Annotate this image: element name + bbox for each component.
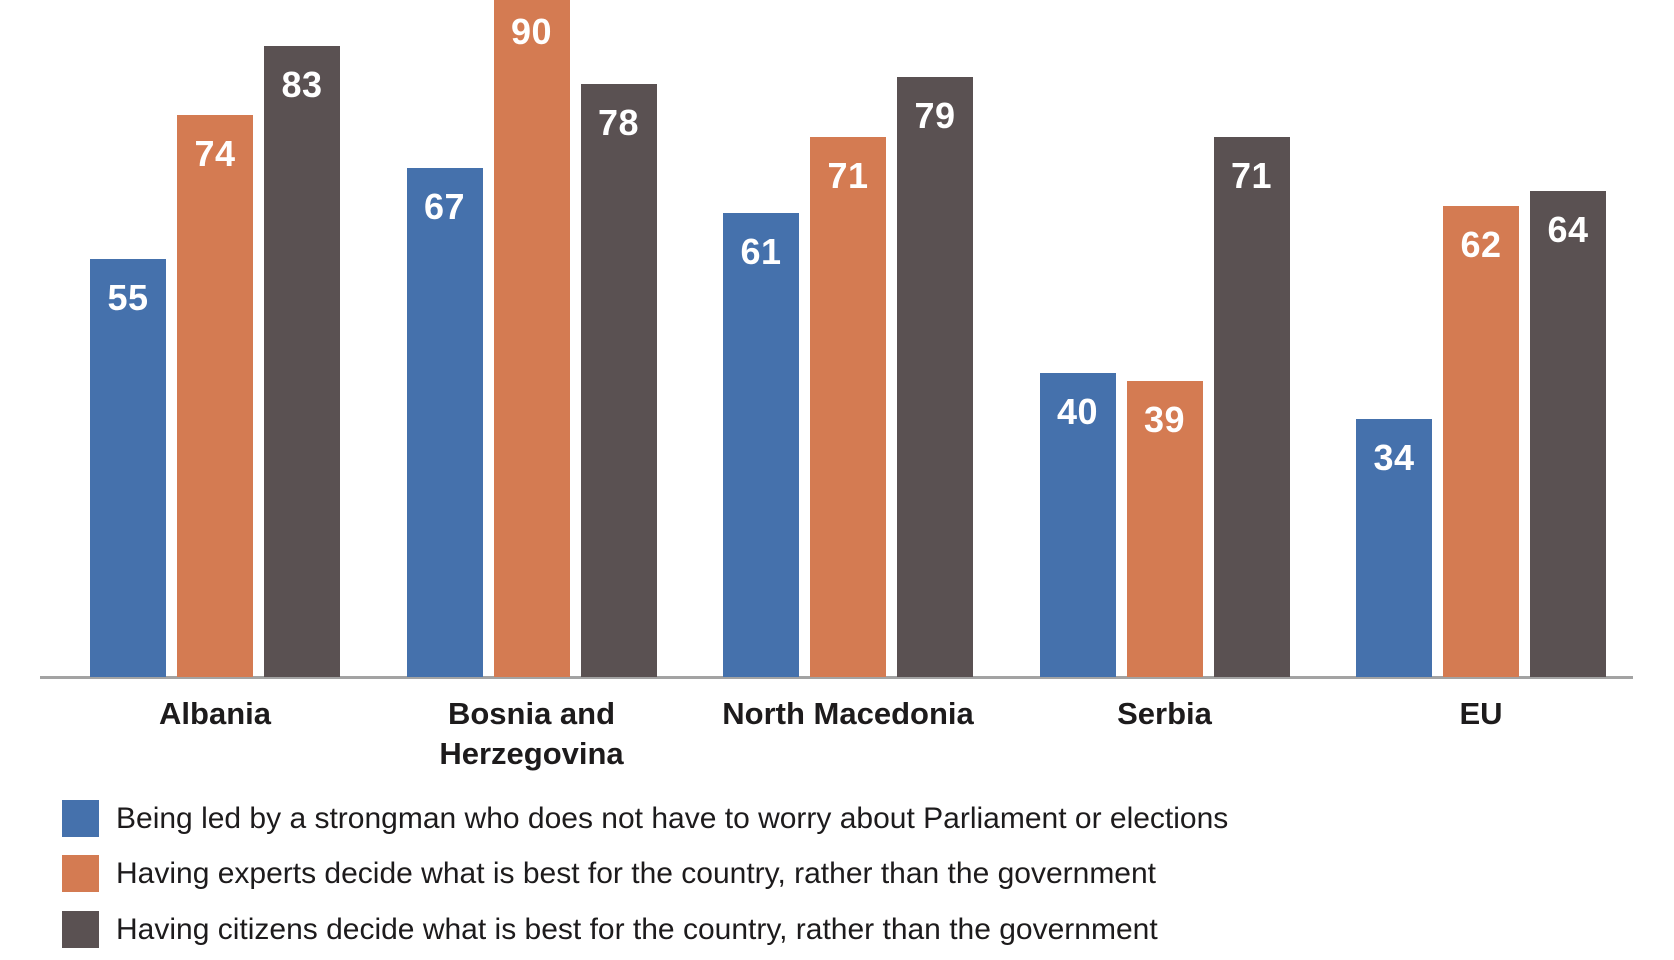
category-label-serbia: Serbia	[1117, 696, 1212, 731]
bar-value-label: 34	[1373, 436, 1415, 478]
bar-bosnia-and-herzegovina-series-2: 90	[493, 0, 570, 677]
bar-eu-series-1: 34	[1356, 418, 1432, 677]
bar-group-albania: 55 74 83	[90, 46, 340, 677]
bar-value-label: 78	[597, 102, 640, 144]
legend-swatch-icon	[62, 800, 99, 837]
bar-serbia-series-3: 71	[1213, 137, 1290, 677]
legend-swatch-icon	[62, 911, 99, 948]
bar-north-macedonia-series-3: 79	[897, 76, 973, 677]
bar-value-label: 40	[1056, 391, 1099, 432]
bar-value-label: 74	[194, 132, 236, 174]
bar-value-label: 61	[740, 231, 782, 273]
x-axis-line	[40, 676, 1633, 679]
bar-group-bosnia-and-herzegovina: 67 90 78	[406, 0, 657, 677]
category-label-eu: EU	[1459, 696, 1503, 731]
bar-group-serbia: 40 39 71	[1039, 137, 1290, 677]
bar-bosnia-and-herzegovina-series-3: 78	[580, 84, 657, 677]
bar-value-label: 90	[510, 11, 553, 52]
bar-serbia-series-1: 40	[1039, 373, 1116, 677]
bar-value-label: 55	[107, 277, 149, 318]
bar-value-label: 64	[1547, 208, 1589, 250]
bar-value-label: 79	[914, 94, 956, 136]
legend-swatch-icon	[62, 855, 99, 892]
bar-north-macedonia-series-2: 71	[810, 137, 886, 677]
bar-bosnia-and-herzegovina-series-1: 67	[406, 167, 483, 677]
category-label-north-macedonia: North Macedonia	[722, 696, 974, 731]
bar-value-label: 83	[281, 64, 323, 106]
bar-group-eu: 34 62 64	[1356, 190, 1606, 677]
legend-item-1: Being led by a strongman who does not ha…	[62, 800, 1228, 837]
legend-label: Having citizens decide what is best for …	[116, 912, 1158, 946]
legend-label: Being led by a strongman who does not ha…	[116, 801, 1229, 835]
bar-value-label: 67	[423, 185, 466, 227]
bar-albania-series-3: 83	[264, 46, 340, 677]
bar-value-label: 71	[1230, 155, 1273, 197]
bar-eu-series-3: 64	[1530, 190, 1606, 677]
category-label-albania: Albania	[159, 696, 271, 731]
bar-value-label: 62	[1460, 223, 1502, 265]
bar-group-north-macedonia: 61 71 79	[723, 76, 973, 677]
plot-area: 55 74 83 67 90 78 61 71 79 40 39 71 34 62 64	[90, 0, 1610, 677]
bar-albania-series-2: 74	[177, 114, 253, 677]
bar-eu-series-2: 62	[1443, 205, 1519, 677]
legend-item-3: Having citizens decide what is best for …	[62, 911, 1158, 948]
bar-value-label: 71	[827, 155, 869, 197]
bar-north-macedonia-series-1: 61	[723, 213, 799, 677]
category-label-bosnia-and-herzegovina: Bosnia and Herzegovina	[439, 696, 624, 772]
bar-value-label: 39	[1143, 398, 1186, 440]
bar-serbia-series-2: 39	[1126, 380, 1203, 677]
bar-albania-series-1: 55	[90, 259, 166, 677]
legend-item-2: Having experts decide what is best for t…	[62, 855, 1156, 892]
legend-label: Having experts decide what is best for t…	[116, 856, 1157, 890]
